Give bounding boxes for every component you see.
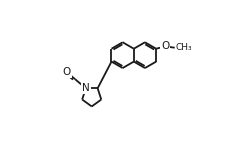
Text: N: N — [81, 83, 89, 93]
Text: O: O — [160, 41, 169, 51]
Text: O: O — [62, 67, 71, 77]
Text: CH₃: CH₃ — [175, 43, 191, 52]
